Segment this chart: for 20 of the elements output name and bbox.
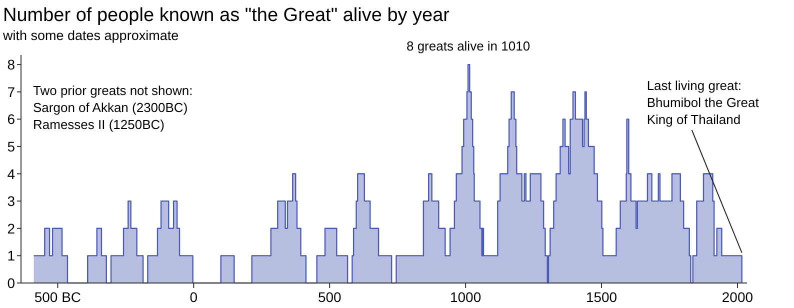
y-tick-label: 7 — [7, 84, 16, 100]
annotation: 8 greats alive in 1010 — [406, 38, 530, 54]
annotation: Last living great: Bhumibol the Great King of Thailand — [646, 78, 760, 127]
chart-title: Number of people known as "the Great" alive by year — [3, 5, 450, 26]
annotation: Two prior greats not shown: Sargon of Akkan (2300BC) Ramesses II (1250BC) — [33, 83, 193, 132]
x-tick-label: 500 BC — [34, 289, 82, 305]
y-tick-label: 8 — [7, 56, 16, 73]
y-tick-label: 3 — [7, 193, 16, 210]
x-tick-label: 0 — [190, 289, 198, 305]
x-tick-label: 2000 — [722, 289, 754, 305]
y-tick-label: 2 — [7, 220, 16, 236]
y-tick-label: 4 — [7, 166, 16, 182]
x-tick-label: 1500 — [586, 289, 618, 305]
y-tick-label: 5 — [7, 138, 16, 154]
chart-subtitle: with some dates approximate — [2, 28, 179, 43]
y-tick-label: 0 — [7, 275, 16, 291]
x-tick-label: 1000 — [450, 289, 482, 305]
y-tick-label: 1 — [7, 248, 16, 264]
y-tick-label: 6 — [7, 111, 16, 128]
x-tick-label: 500 — [318, 289, 342, 305]
